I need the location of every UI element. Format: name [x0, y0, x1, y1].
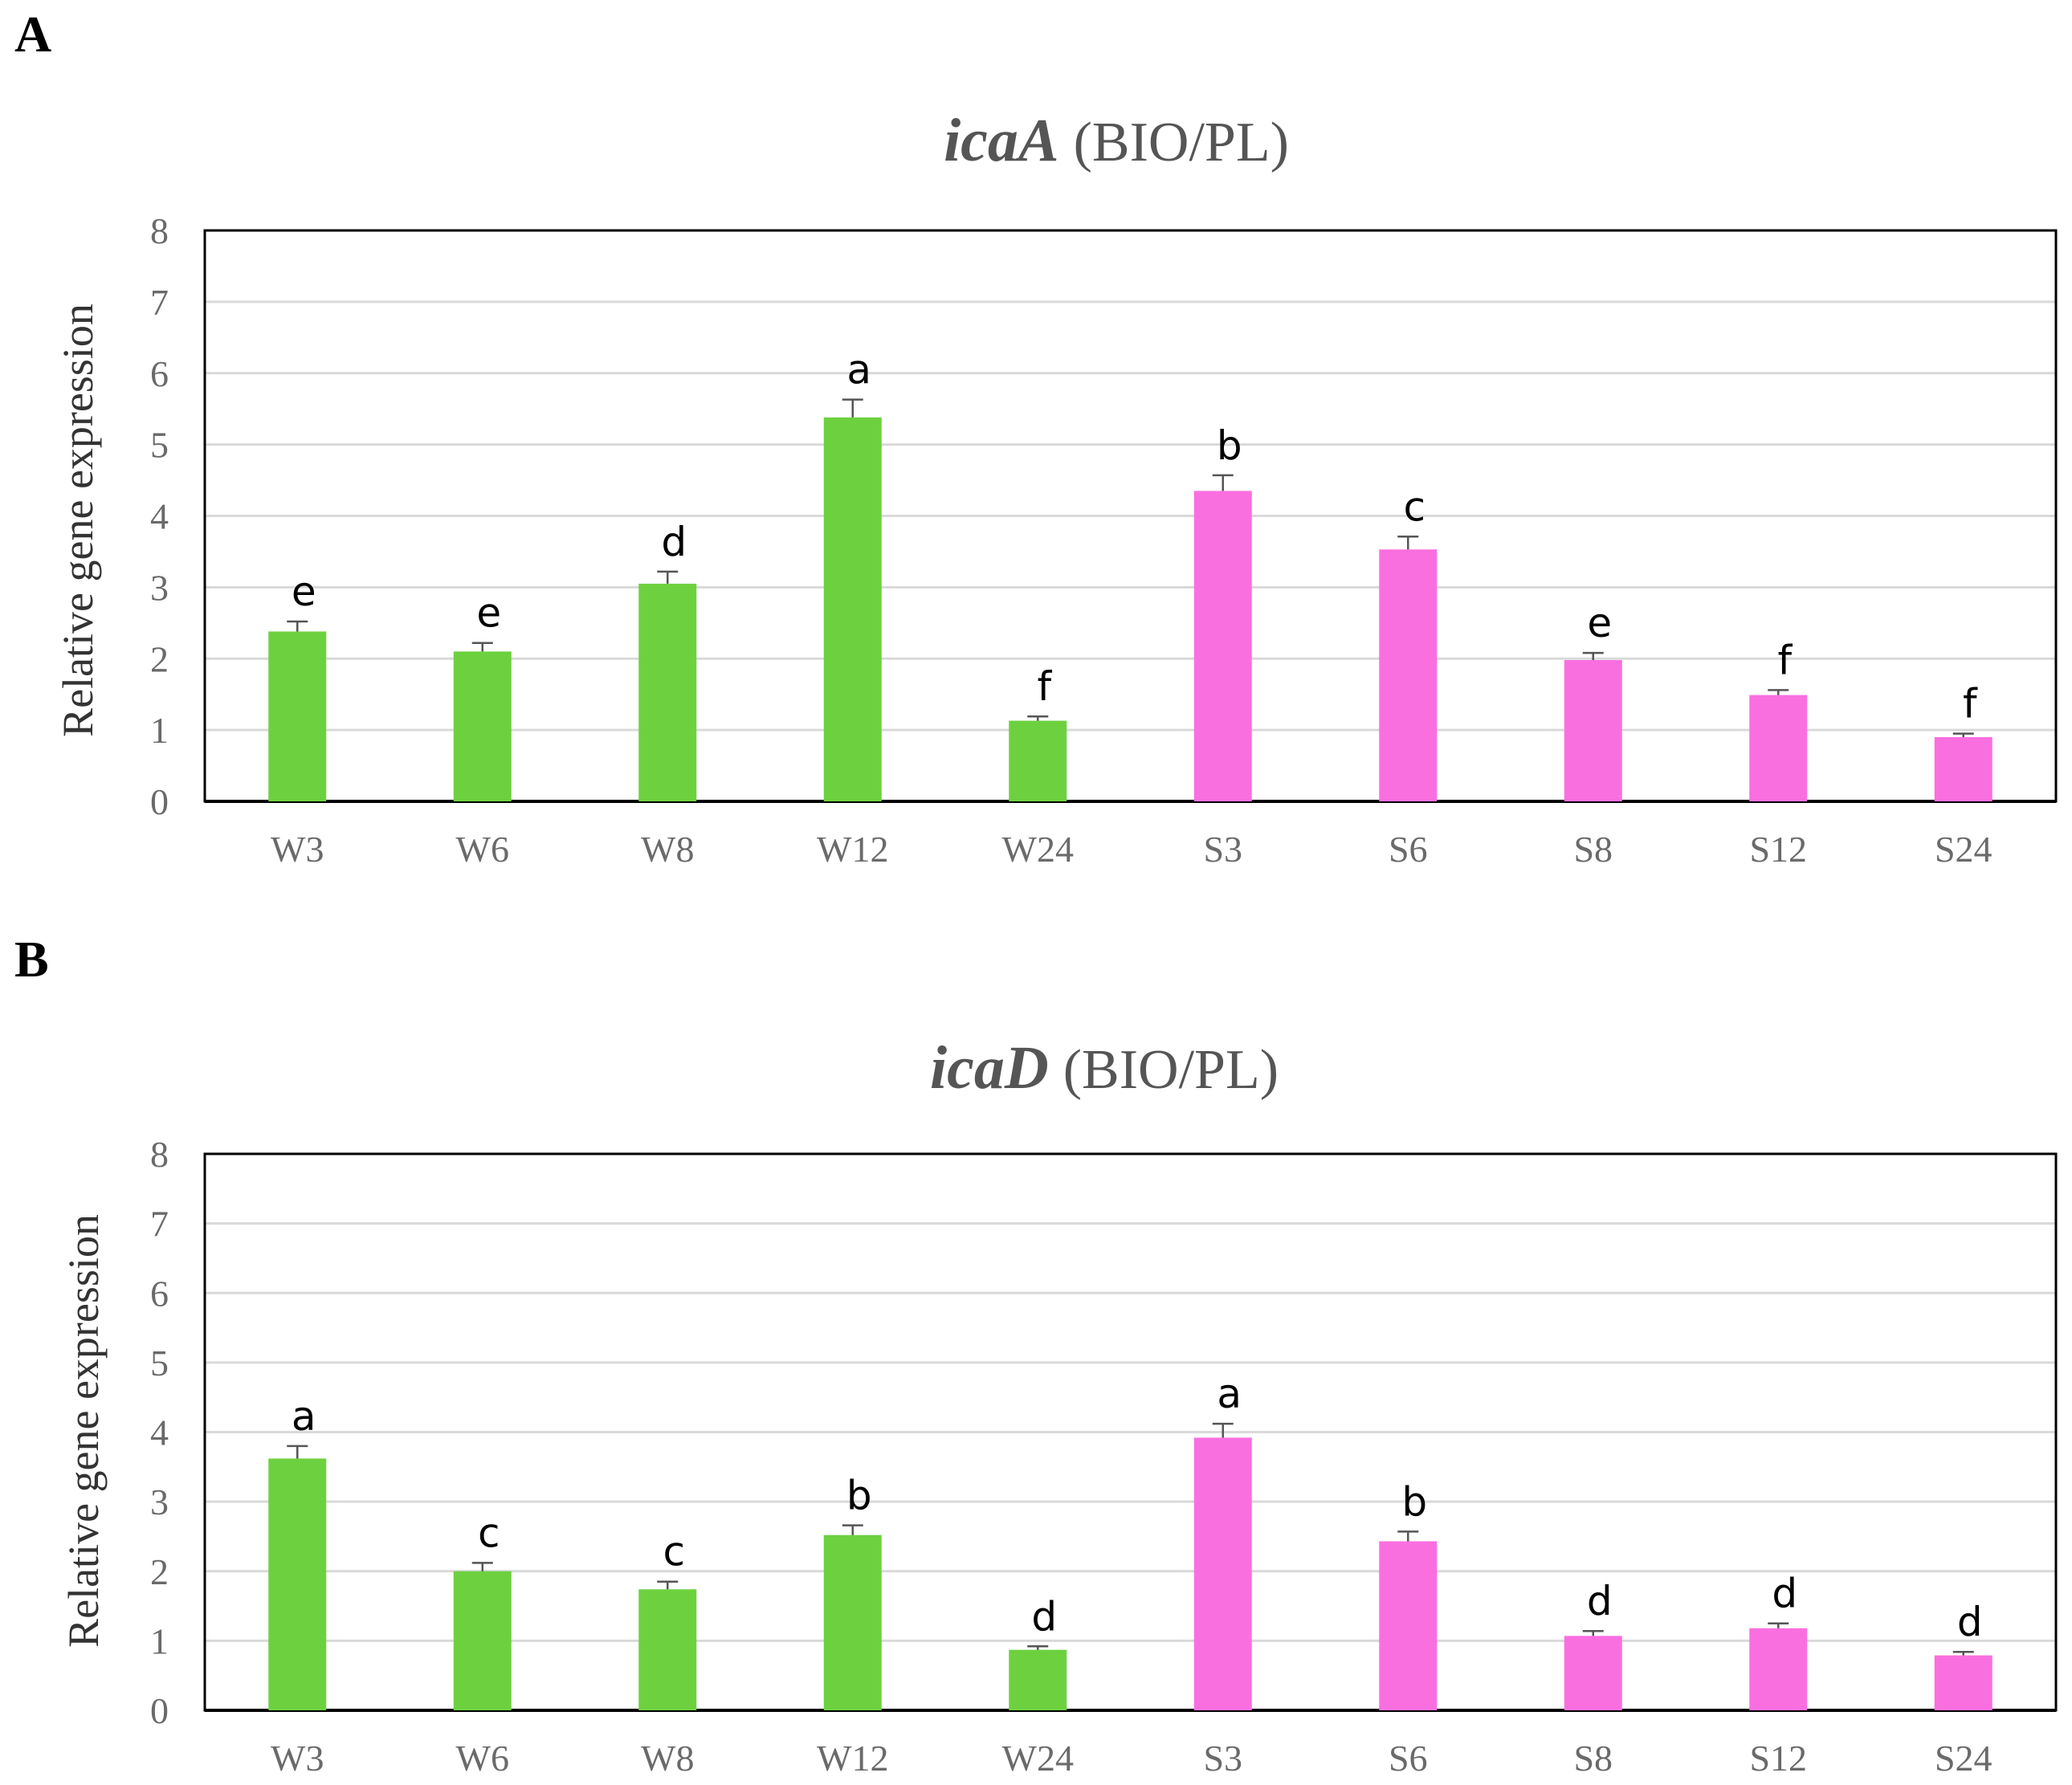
- chart-title-a: icaA (BIO/PL): [944, 107, 1289, 174]
- significance-label-a-s8: e: [1587, 600, 1612, 646]
- bar-a-w3: [268, 631, 327, 801]
- x-tick-label-b-s6: S6: [1389, 1738, 1428, 1779]
- significance-label-a-s12: f: [1777, 637, 1793, 683]
- y-tick-label-a-0: 0: [150, 781, 169, 822]
- significance-label-a-w24: f: [1037, 663, 1052, 710]
- x-tick-label-b-s3: S3: [1203, 1738, 1242, 1779]
- significance-label-b-s12: d: [1772, 1571, 1797, 1617]
- bar-b-s12: [1749, 1628, 1808, 1710]
- y-tick-label-b-3: 3: [150, 1481, 169, 1522]
- x-tick-label-b-s8: S8: [1573, 1738, 1613, 1779]
- y-axis-label-a: Relative gene expression: [54, 304, 102, 737]
- bar-b-s3: [1193, 1437, 1252, 1710]
- significance-label-a-w3: e: [292, 569, 316, 615]
- chart-title-gene-b: icaD: [930, 1034, 1049, 1102]
- y-tick-label-a-1: 1: [150, 710, 169, 751]
- x-tick-label-b-w6: W6: [456, 1738, 509, 1779]
- panel-a: A icaA (BIO/PL) Relative gene expression …: [14, 6, 2058, 870]
- significance-label-b-s8: d: [1587, 1578, 1613, 1624]
- bar-a-w24: [1009, 720, 1067, 801]
- y-tick-label-b-7: 7: [150, 1204, 169, 1245]
- bar-b-s8: [1564, 1636, 1622, 1710]
- y-tick-label-b-4: 4: [150, 1412, 169, 1453]
- significance-label-a-s24: f: [1963, 681, 1978, 727]
- y-tick-label-a-3: 3: [150, 567, 169, 608]
- bar-b-w6: [453, 1571, 512, 1710]
- y-axis-label-b: Relative gene expression: [59, 1214, 108, 1648]
- chart-title-gene-a: icaA: [944, 107, 1059, 174]
- panel-letter-b: B: [14, 931, 49, 988]
- x-tick-label-a-s8: S8: [1573, 829, 1613, 870]
- significance-label-b-s24: d: [1957, 1599, 1983, 1645]
- significance-label-a-w8: d: [661, 519, 687, 565]
- significance-label-a-s6: c: [1404, 483, 1426, 530]
- bar-b-w12: [823, 1534, 882, 1710]
- x-tick-label-b-w12: W12: [817, 1738, 888, 1779]
- x-tick-label-a-s3: S3: [1203, 829, 1242, 870]
- y-tick-label-b-2: 2: [150, 1551, 169, 1592]
- bar-a-s12: [1749, 695, 1808, 801]
- bar-a-s3: [1193, 491, 1252, 801]
- significance-label-b-s6: b: [1401, 1478, 1427, 1525]
- bar-a-s24: [1934, 737, 1992, 801]
- bar-b-w24: [1009, 1649, 1067, 1710]
- chart-title-b: icaD (BIO/PL): [930, 1034, 1279, 1102]
- y-tick-label-a-7: 7: [150, 282, 169, 323]
- bar-b-s24: [1934, 1655, 1992, 1710]
- significance-label-a-w6: e: [476, 590, 501, 637]
- x-tick-label-a-w24: W24: [1002, 829, 1074, 870]
- significance-label-b-w12: b: [846, 1473, 872, 1519]
- significance-label-b-w8: c: [663, 1529, 686, 1575]
- x-tick-label-b-s24: S24: [1935, 1738, 1992, 1779]
- x-tick-label-b-w3: W3: [271, 1738, 324, 1779]
- significance-label-b-w3: a: [292, 1393, 316, 1440]
- significance-label-b-w24: d: [1031, 1593, 1057, 1640]
- bar-b-w3: [268, 1458, 327, 1710]
- y-tick-label-a-5: 5: [150, 425, 169, 466]
- y-tick-label-b-0: 0: [150, 1690, 169, 1731]
- chart-title-rest-b: (BIO/PL): [1063, 1039, 1279, 1101]
- bar-a-w12: [823, 417, 882, 801]
- bar-a-w6: [453, 651, 512, 801]
- significance-label-a-w12: a: [846, 347, 871, 393]
- significance-label-a-s3: b: [1217, 422, 1242, 469]
- y-tick-label-a-8: 8: [150, 210, 169, 251]
- x-tick-label-b-w8: W8: [641, 1738, 694, 1779]
- bar-a-s8: [1564, 660, 1622, 801]
- bar-b-w8: [638, 1589, 697, 1710]
- bar-b-s6: [1379, 1541, 1438, 1710]
- panel-b: B icaD (BIO/PL) Relative gene expression …: [14, 931, 2058, 1779]
- y-tick-label-b-1: 1: [150, 1620, 169, 1661]
- y-tick-label-a-4: 4: [150, 496, 169, 537]
- bar-a-s6: [1379, 549, 1438, 801]
- x-tick-label-a-s6: S6: [1389, 829, 1428, 870]
- y-tick-label-a-6: 6: [150, 353, 169, 394]
- x-tick-label-a-w12: W12: [817, 829, 888, 870]
- y-tick-label-b-8: 8: [150, 1134, 169, 1175]
- x-tick-label-b-w24: W24: [1002, 1738, 1074, 1779]
- bar-a-w8: [638, 583, 697, 801]
- y-tick-label-b-6: 6: [150, 1273, 169, 1314]
- panel-letter-a: A: [14, 6, 51, 63]
- y-tick-label-a-2: 2: [150, 638, 169, 679]
- x-tick-label-a-w8: W8: [641, 829, 694, 870]
- y-tick-label-b-5: 5: [150, 1343, 169, 1384]
- x-tick-label-a-s12: S12: [1749, 829, 1807, 870]
- chart-title-rest-a: (BIO/PL): [1074, 112, 1289, 173]
- x-tick-label-a-s24: S24: [1935, 829, 1992, 870]
- x-tick-label-b-s12: S12: [1749, 1738, 1807, 1779]
- significance-label-b-s3: a: [1217, 1371, 1242, 1417]
- x-tick-label-a-w3: W3: [271, 829, 324, 870]
- significance-label-b-w6: c: [478, 1510, 500, 1556]
- x-tick-label-a-w6: W6: [456, 829, 509, 870]
